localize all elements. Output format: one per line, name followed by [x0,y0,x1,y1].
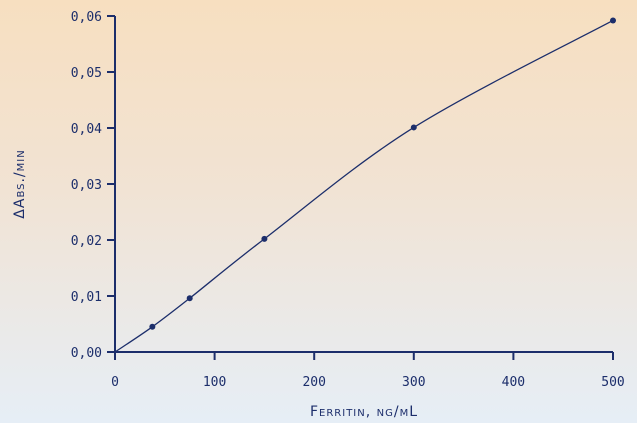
series-layer [114,17,616,353]
data-point [610,17,616,24]
y-tick-label: 0,02 [71,234,102,249]
data-point [186,295,193,302]
x-tick-label: 300 [402,375,425,390]
y-tick-label: 0,06 [71,10,102,25]
x-tick-label: 200 [302,375,325,390]
x-tick-label: 500 [601,375,624,390]
x-ticks: 0 100 200 300 400 500 [111,352,625,390]
y-tick-label: 0,05 [71,66,102,81]
y-axis-title: ΔAbs./min [12,149,28,218]
data-point [261,235,268,242]
x-tick-label: 0 [111,375,119,390]
x-tick-label: 400 [502,375,525,390]
x-tick-label: 100 [203,375,226,390]
y-ticks: 0,00 0,01 0,02 0,03 0,04 0,05 0,06 [71,10,115,361]
series-line [114,19,614,353]
data-point [410,124,417,131]
y-tick-label: 0,03 [71,178,102,193]
y-tick-label: 0,00 [71,346,102,361]
x-axis-title: Ferritin, ng/mL [310,404,418,420]
y-tick-label: 0,04 [71,122,102,137]
y-tick-label: 0,01 [71,290,102,305]
data-point [149,323,156,330]
